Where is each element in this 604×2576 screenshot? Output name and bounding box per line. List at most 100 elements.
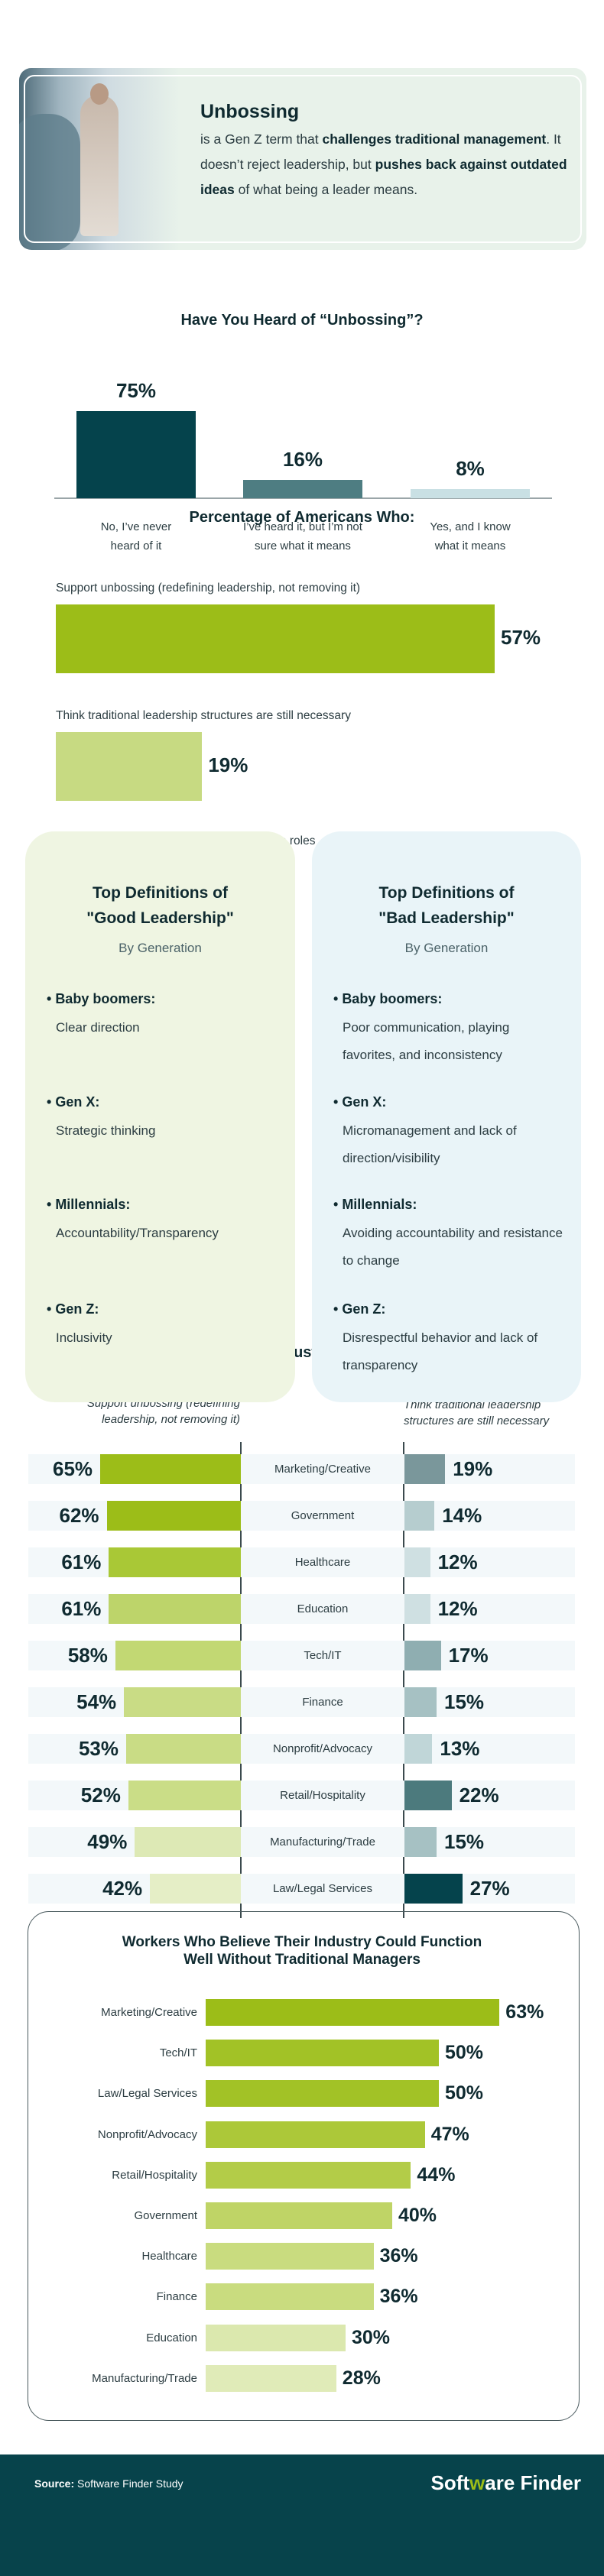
support-value-label: 54%: [76, 1690, 117, 1713]
hero-title: Unbossing: [200, 101, 300, 122]
workers-category-label: Education: [146, 2331, 197, 2344]
card-title: Top Definitions of "Good Leadership": [25, 880, 295, 931]
support-bar: [106, 1501, 241, 1531]
traditional-value-label: 13%: [440, 1737, 480, 1760]
industry-row-bg: [28, 1874, 575, 1904]
industry-category-label: Healthcare: [294, 1556, 351, 1569]
source-text: Software Finder Study: [74, 2477, 183, 2490]
workers-category-label: Retail/Hospitality: [112, 2168, 197, 2182]
workers-category-label: Healthcare: [141, 2250, 197, 2263]
industry-row-bg: [28, 1687, 575, 1717]
card-title: Top Definitions of "Bad Leadership": [312, 880, 581, 931]
heard-category-label: what it means: [434, 540, 506, 552]
traditional-bar: [404, 1501, 435, 1531]
support-value-label: 61%: [61, 1550, 102, 1573]
generation-definition: Strategic thinking: [56, 1123, 156, 1138]
industry-row-bg: [28, 1781, 575, 1810]
card-subtitle: By Generation: [119, 941, 202, 955]
generation-definition: Disrespectful behavior and lack of trans…: [343, 1330, 538, 1372]
card-subtitle: By Generation: [404, 941, 489, 955]
heard-category-label: Yes, and I know: [430, 520, 511, 533]
heard-value-label: 16%: [282, 447, 323, 471]
traditional-value-label: 15%: [444, 1690, 485, 1713]
left-divider: [240, 1442, 242, 1918]
industry-category-label: Law/Legal Services: [272, 1882, 373, 1895]
workers-bar: [206, 2202, 392, 2229]
workers-category-label: Nonprofit/Advocacy: [97, 2127, 197, 2141]
heard-category-label: sure what it means: [255, 540, 351, 552]
americans-bar: [56, 732, 203, 801]
support-bar: [109, 1547, 241, 1577]
workers-category-label: Law/Legal Services: [97, 2087, 197, 2101]
traditional-value-label: 19%: [453, 1457, 493, 1480]
hero-text-segment: of what being a leader means.: [234, 182, 418, 197]
traditional-value-label: 27%: [469, 1877, 510, 1900]
workers-bar: [206, 2161, 411, 2189]
workers-value-label: 63%: [505, 2001, 544, 2023]
generation-label: Gen X:: [47, 1094, 99, 1110]
workers-bar: [206, 2243, 374, 2270]
support-value-label: 52%: [80, 1784, 121, 1806]
workers-category-label: Marketing/Creative: [101, 2006, 197, 2019]
software-finder-logo: Software Finder: [430, 2471, 582, 2494]
hero-text-segment: . It doesn’t reject leadership, but: [200, 131, 561, 172]
workers-bar: [206, 2283, 374, 2311]
heard-category-label: heard of it: [110, 540, 162, 552]
workers-value-label: 30%: [352, 2326, 391, 2348]
hero-text-segment: pushes back against outdated ideas: [200, 157, 567, 197]
generation-label: Millennials:: [333, 1197, 417, 1213]
support-bar: [150, 1874, 241, 1904]
workers-value-label: 50%: [445, 2082, 484, 2105]
traditional-value-label: 17%: [448, 1644, 489, 1667]
bad-leadership-card: Top Definitions of "Bad Leadership" By Gen…: [312, 831, 581, 1402]
workers-category-label: Tech/IT: [159, 2046, 197, 2060]
traditional-value-label: 14%: [442, 1504, 482, 1527]
traditional-bar: [404, 1687, 437, 1717]
industry-category-label: Retail/Hospitality: [280, 1789, 365, 1802]
traditional-bar: [404, 1734, 433, 1764]
industry-category-label: Manufacturing/Trade: [270, 1836, 375, 1849]
card-title-line: Top Definitions of: [93, 884, 228, 902]
support-bar: [128, 1781, 241, 1810]
support-value-label: 58%: [67, 1644, 108, 1667]
heard-bar: [411, 488, 530, 498]
industry-row-bg: [28, 1827, 575, 1857]
card-title-line: "Bad Leadership": [378, 909, 515, 927]
hero-banner: [19, 68, 586, 250]
generation-definition: Avoiding accountability and resistance t…: [343, 1226, 563, 1268]
workers-bar: [206, 2040, 439, 2067]
card-title-line: "Good Leadership": [86, 909, 234, 927]
traditional-bar: [404, 1781, 452, 1810]
workers-chart-box: [28, 1911, 580, 2421]
industry-category-label: Government: [291, 1509, 355, 1522]
traditional-bar: [404, 1827, 437, 1857]
generation-definition: Micromanagement and lack of direction/vi…: [343, 1123, 517, 1165]
generation-label: Gen X:: [333, 1094, 386, 1110]
workers-value-label: 36%: [379, 2245, 418, 2267]
hero-text-segment: is a Gen Z term that: [200, 131, 323, 147]
support-value-label: 62%: [59, 1504, 99, 1527]
footer: Source: Software Finder Study Software F…: [0, 2454, 604, 2576]
card-title-line: Top Definitions of: [378, 884, 515, 902]
workers-chart-title: Workers Who Believe Their Industry Could…: [0, 1933, 604, 1968]
industry-row-bg: [28, 1734, 575, 1764]
generation-label: Gen Z:: [47, 1301, 99, 1317]
industry-category-label: Nonprofit/Advocacy: [272, 1742, 373, 1755]
generation-definition: Poor communication, playing favorites, a…: [343, 1020, 510, 1062]
traditional-bar: [404, 1594, 430, 1624]
good-leadership-card: Top Definitions of "Good Leadership" By Ge…: [25, 831, 295, 1402]
support-bar: [124, 1687, 241, 1717]
workers-category-label: Finance: [156, 2290, 197, 2304]
hero-photo: [19, 68, 180, 250]
workers-bar: [206, 2121, 425, 2148]
americans-bar: [56, 604, 495, 673]
traditional-value-label: 12%: [437, 1597, 478, 1620]
support-value-label: 49%: [87, 1830, 128, 1853]
workers-value-label: 36%: [379, 2286, 418, 2308]
heard-value-label: 8%: [456, 456, 485, 480]
industry-category-label: Tech/IT: [304, 1649, 342, 1662]
hero-text-segment: challenges traditional management: [322, 131, 547, 147]
traditional-value-label: 15%: [444, 1830, 485, 1853]
workers-bar: [206, 1999, 500, 2026]
support-bar: [109, 1594, 241, 1624]
